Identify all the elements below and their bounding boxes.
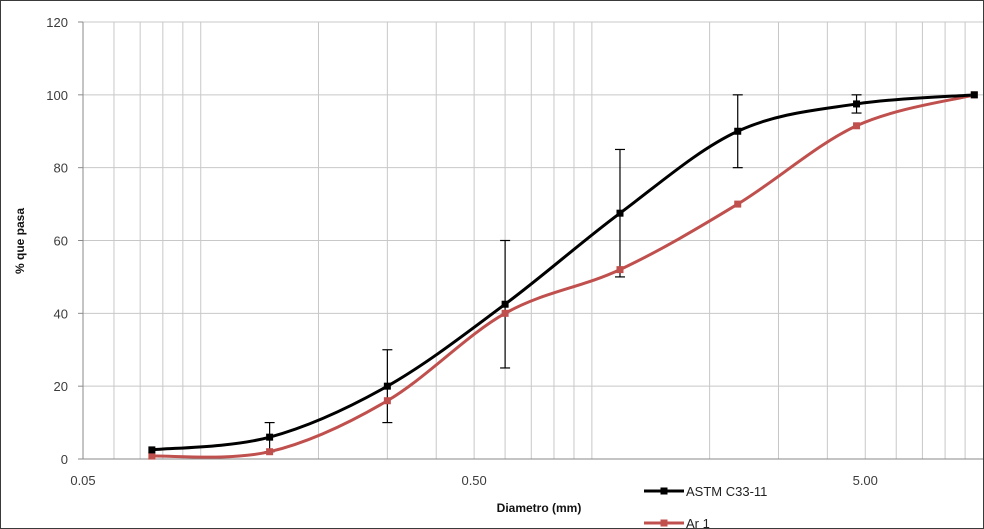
y-tick-label: 80 [54, 161, 68, 176]
y-tick-label: 60 [54, 234, 68, 249]
series-lines [151, 93, 975, 459]
data-point-ar1 [616, 266, 624, 274]
x-tick-label: 0.50 [461, 473, 486, 488]
y-tick-label: 120 [46, 15, 68, 30]
data-point-ar1 [148, 452, 156, 460]
data-point-astm [853, 100, 861, 108]
x-tick-label: 5.00 [853, 473, 878, 488]
y-tick-label: 100 [46, 88, 68, 103]
data-point-astm [970, 91, 978, 99]
data-point-astm [734, 127, 742, 135]
legend: ASTM C33-11 Ar 1 [644, 484, 767, 528]
x-tick-label: 0.05 [70, 473, 95, 488]
legend-label-ar1: Ar 1 [686, 516, 710, 528]
data-point-ar1 [734, 200, 742, 208]
y-axis-title: % que pasa [13, 208, 27, 274]
gridlines [83, 21, 983, 459]
series-line-ar1 [151, 93, 975, 459]
legend-marker-astm [660, 487, 668, 495]
data-point-astm [266, 433, 274, 441]
legend-marker-ar1 [660, 519, 668, 527]
data-point-astm [383, 382, 391, 390]
tick-labels: 0 20 40 60 80 100 120 0.05 0.50 5.00 [46, 15, 878, 488]
series-markers [148, 91, 978, 460]
y-tick-label: 0 [61, 452, 68, 467]
x-axis-title: Diametro (mm) [497, 501, 582, 515]
y-tick-label: 20 [54, 379, 68, 394]
y-tick-label: 40 [54, 306, 68, 321]
series-line-astm [151, 93, 975, 452]
data-point-astm [148, 446, 156, 454]
data-point-astm [501, 300, 509, 308]
data-point-astm [616, 209, 624, 217]
data-point-ar1 [501, 309, 509, 317]
data-point-ar1 [383, 397, 391, 405]
error-bars [264, 94, 862, 453]
data-point-ar1 [853, 122, 861, 130]
data-point-ar1 [266, 448, 274, 456]
legend-label-astm: ASTM C33-11 [686, 484, 767, 499]
